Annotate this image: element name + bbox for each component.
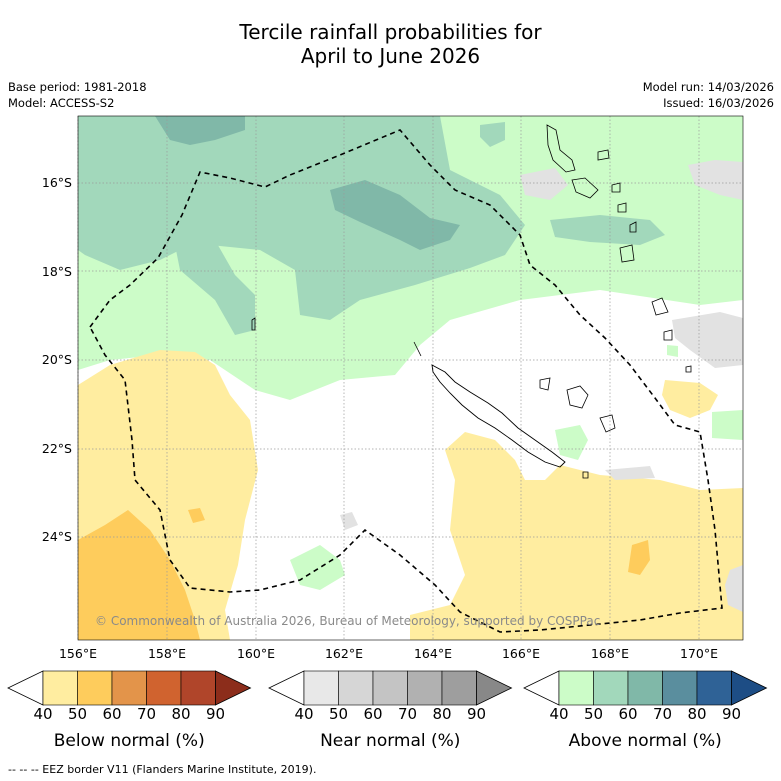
- near-normal-tick-label: 80: [432, 705, 452, 723]
- lat-label-20s: 20°S: [41, 352, 72, 367]
- lon-label-156e: 156°E: [58, 646, 97, 661]
- lat-label-16s: 16°S: [41, 175, 72, 190]
- near-normal-colorbar-segment: [338, 670, 374, 706]
- below-normal-colorbar-segment: [111, 670, 147, 706]
- below-normal-tick-label: 90: [205, 705, 226, 723]
- above-normal-colorbar-segment: [662, 670, 698, 706]
- lat-label-24s: 24°S: [41, 529, 72, 544]
- isle-of-pines: [582, 471, 589, 479]
- graticule: [77, 116, 743, 640]
- near-normal-tick-label: 70: [397, 705, 418, 723]
- eez-footer-note: -- -- -- EEZ border V11 (Flanders Marine…: [8, 763, 317, 776]
- below-normal-tick-label: 50: [67, 705, 88, 723]
- title-line-1: Tercile rainfall probabilities for: [239, 20, 542, 44]
- above-normal-colorbar-segment: [593, 670, 629, 706]
- near-normal-colorbar-segment: [303, 670, 339, 706]
- above-normal-colorbar-segment: [627, 670, 663, 706]
- above-normal-tick-label: 50: [583, 705, 604, 723]
- below-normal-colorbar-segment: [42, 670, 78, 706]
- near-normal-tick-label: 60: [363, 705, 383, 723]
- below-normal-colorbar-title: Below normal (%): [53, 731, 205, 751]
- above-normal-colorbar-title: Above normal (%): [568, 731, 722, 751]
- below-normal-tick-label: 70: [136, 705, 157, 723]
- lon-label-170e: 170°E: [679, 646, 718, 661]
- base-period: Base period: 1981-2018: [8, 80, 147, 94]
- eez-border: [89, 129, 723, 633]
- above-normal-tick-label: 40: [549, 705, 569, 723]
- near-normal-colorbar-segment: [407, 670, 443, 706]
- below-normal-tick-label: 60: [102, 705, 122, 723]
- near-normal-colorbar-segment: [372, 670, 408, 706]
- title-line-2: April to June 2026: [300, 44, 481, 68]
- above-normal-colorbar-low-arrow: [523, 670, 560, 706]
- below-normal-colorbar-segment: [180, 670, 216, 706]
- near-normal-colorbar-low-arrow: [268, 670, 305, 706]
- below-normal-colorbar-segment: [77, 670, 113, 706]
- above-normal-tick-label: 90: [721, 705, 742, 723]
- near-normal-colorbar-high-arrow: [476, 670, 513, 706]
- loyalty-islands: [539, 377, 616, 433]
- lon-label-168e: 168°E: [590, 646, 629, 661]
- near-normal-colorbar-segment: [441, 670, 477, 706]
- near-normal-tick-label: 50: [328, 705, 349, 723]
- issued-date: Issued: 16/03/2026: [663, 96, 774, 110]
- model-run-date: Model run: 14/03/2026: [642, 80, 774, 94]
- lon-label-158e: 158°E: [147, 646, 186, 661]
- below-normal-tick-label: 80: [171, 705, 191, 723]
- near-normal-tick-label: 40: [294, 705, 314, 723]
- new-caledonia-coast: [431, 364, 566, 468]
- near-normal-tick-label: 90: [466, 705, 487, 723]
- above-normal-tick-label: 70: [652, 705, 673, 723]
- vanuatu-islands: [546, 124, 692, 373]
- above-normal-tick-label: 80: [687, 705, 707, 723]
- lon-label-160e: 160°E: [236, 646, 275, 661]
- copyright-notice: © Commonwealth of Australia 2026, Bureau…: [95, 614, 601, 628]
- lat-label-18s: 18°S: [41, 264, 72, 279]
- small-island-west: [251, 317, 256, 331]
- probability-shading: [78, 116, 743, 640]
- below-normal-tick-label: 40: [33, 705, 53, 723]
- above-normal-tick-label: 60: [618, 705, 638, 723]
- belep-islands: [413, 341, 422, 357]
- below-normal-colorbar-high-arrow: [215, 670, 252, 706]
- colorbars: [7, 670, 768, 706]
- lon-label-166e: 166°E: [501, 646, 540, 661]
- below-normal-colorbar-low-arrow: [7, 670, 44, 706]
- lat-label-22s: 22°S: [41, 441, 72, 456]
- near-normal-colorbar-title: Near normal (%): [320, 731, 461, 751]
- above-normal-colorbar-high-arrow: [731, 670, 768, 706]
- below-normal-colorbar-segment: [146, 670, 182, 706]
- above-normal-colorbar-segment: [558, 670, 594, 706]
- model-name: Model: ACCESS-S2: [8, 96, 115, 110]
- above-normal-colorbar-segment: [696, 670, 732, 706]
- map-border: [77, 115, 744, 641]
- lon-label-164e: 164°E: [413, 646, 452, 661]
- lon-label-162e: 162°E: [324, 646, 363, 661]
